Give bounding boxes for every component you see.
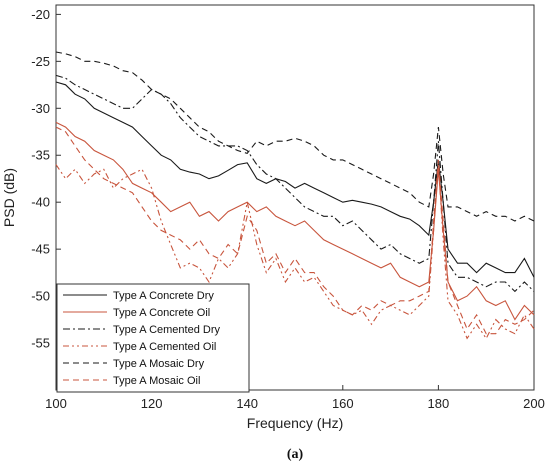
legend-items: Type A Concrete Dry Type A Concrete Oil Ty… (63, 290, 220, 387)
x-tick-label: 120 (141, 396, 163, 411)
y-tick-label: -20 (31, 7, 50, 22)
x-tick-label: 140 (236, 396, 258, 411)
x-tick-label: 200 (523, 396, 545, 411)
x-tick-label: 100 (45, 396, 67, 411)
y-axis-ticks: -20 -25 -30 -35 -40 -45 -50 -55 (31, 7, 61, 351)
series-line-4 (55, 164, 535, 340)
legend-label: Type A Cemented Dry (113, 324, 220, 336)
y-tick-label: -55 (31, 336, 50, 351)
plot-area: 100 120 140 160 180 200 -20 -25 -30 -35 -40 -45 -50… (31, 4, 545, 411)
legend-label: Type A Mosaic Oil (113, 375, 200, 387)
series-line-6 (55, 126, 535, 335)
x-tick-label: 160 (332, 396, 354, 411)
legend: Type A Concrete Dry Type A Concrete Oil Ty… (56, 283, 250, 393)
y-tick-label: -50 (31, 289, 50, 304)
series-layer (55, 51, 535, 340)
y-tick-label: -25 (31, 54, 50, 69)
series-line-3 (55, 74, 535, 293)
y-tick-label: -40 (31, 195, 50, 210)
x-tick-label: 180 (428, 396, 450, 411)
y-tick-label: -30 (31, 101, 50, 116)
x-axis-label: Frequency (Hz) (247, 415, 343, 431)
legend-label: Type A Mosaic Dry (113, 358, 205, 370)
legend-label: Type A Concrete Dry (113, 290, 214, 302)
series-line-1 (55, 81, 535, 278)
legend-label: Type A Concrete Oil (113, 307, 210, 319)
y-tick-label: -35 (31, 148, 50, 163)
legend-label: Type A Cemented Oil (113, 341, 216, 353)
y-tick-label: -45 (31, 242, 50, 257)
y-axis-label: PSD (dB) (1, 168, 17, 227)
figure-sublabel: (a) (287, 447, 304, 462)
legend-box (56, 283, 250, 393)
plot-frame (55, 4, 535, 391)
series-line-2 (55, 121, 535, 321)
series-line-5 (55, 51, 535, 222)
